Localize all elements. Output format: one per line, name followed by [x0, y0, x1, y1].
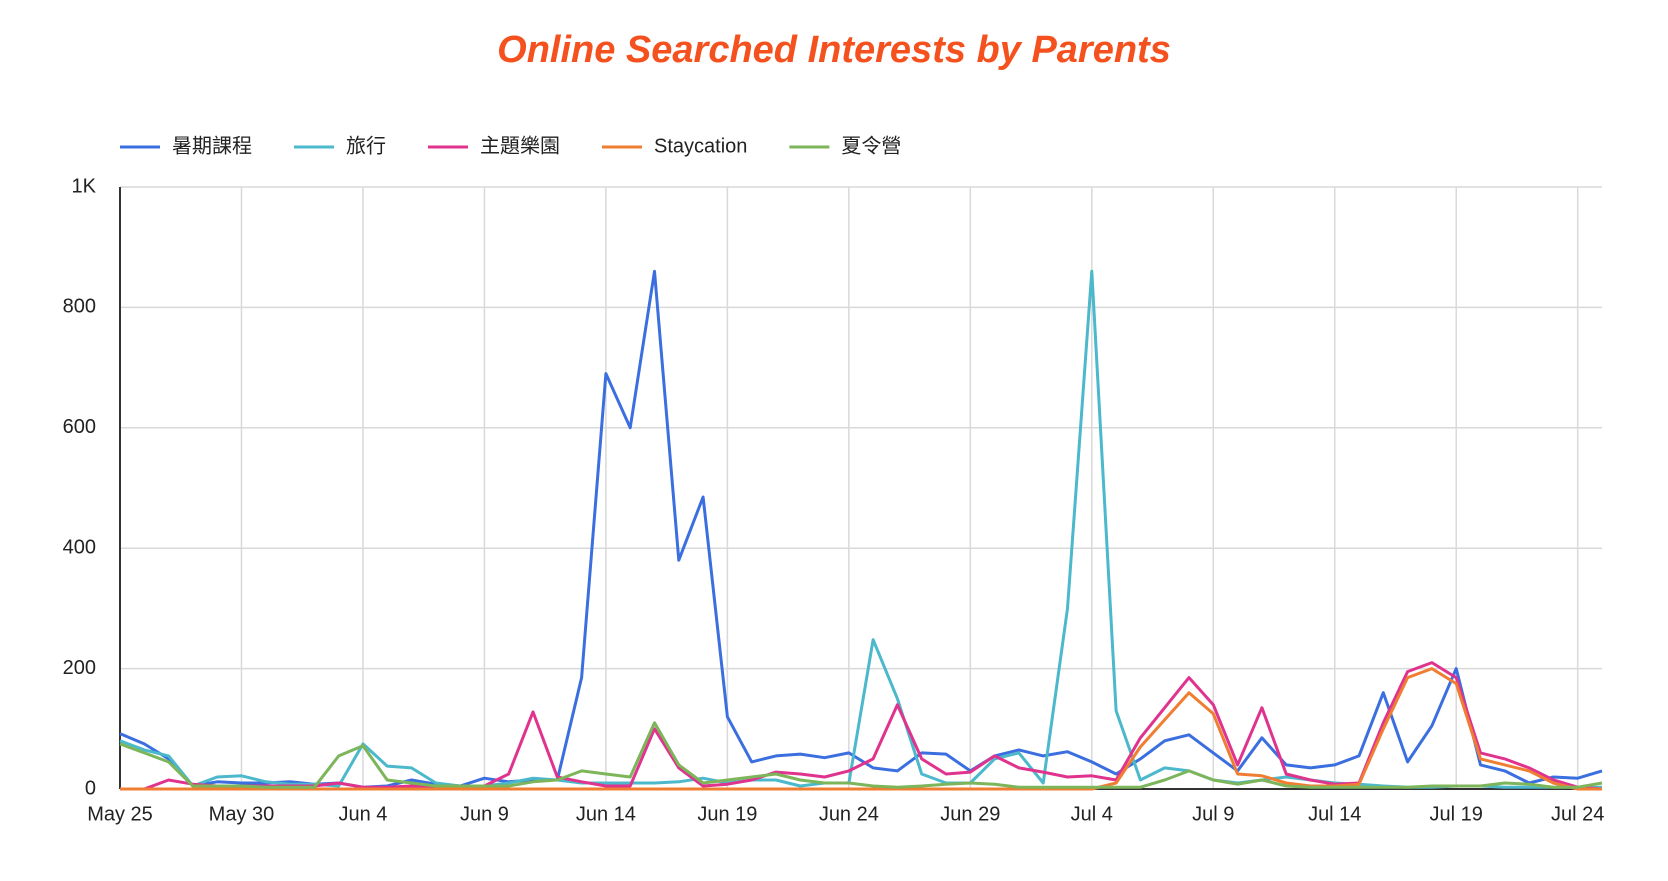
- x-tick-label: Jul 4: [1071, 803, 1113, 825]
- x-tick-label: Jul 24: [1551, 803, 1604, 825]
- series-line: [120, 661, 1603, 791]
- chart-title: Online Searched Interests by Parents: [497, 29, 1171, 71]
- x-tick-label: Jul 14: [1308, 803, 1361, 825]
- y-tick-label: 0: [85, 777, 96, 799]
- y-tick-label: 200: [63, 657, 96, 679]
- y-tick-label: 600: [63, 416, 96, 438]
- x-tick-label: Jul 9: [1192, 803, 1234, 825]
- series-line: [119, 721, 1603, 789]
- y-tick-label: 1K: [72, 175, 97, 197]
- y-tick-label: 800: [63, 296, 96, 318]
- y-tick-label: 400: [63, 536, 96, 558]
- x-tick-label: Jul 19: [1430, 803, 1483, 825]
- legend-label: 夏令營: [841, 134, 901, 157]
- legend-label: 旅行: [346, 134, 386, 157]
- x-tick-label: Jun 19: [697, 803, 757, 825]
- x-tick-label: Jun 24: [819, 803, 879, 825]
- series-line: [119, 269, 1602, 789]
- legend-label: 主題樂園: [480, 134, 560, 157]
- x-tick-label: Jun 9: [460, 803, 509, 825]
- x-tick-label: Jun 14: [576, 803, 636, 825]
- x-tick-label: May 25: [87, 803, 153, 825]
- legend-label: Staycation: [654, 135, 747, 157]
- x-tick-label: Jun 29: [940, 803, 1000, 825]
- legend-label: 暑期課程: [172, 134, 252, 157]
- series-line: [120, 667, 1602, 791]
- x-tick-label: May 30: [209, 803, 275, 825]
- x-tick-label: Jun 4: [338, 803, 387, 825]
